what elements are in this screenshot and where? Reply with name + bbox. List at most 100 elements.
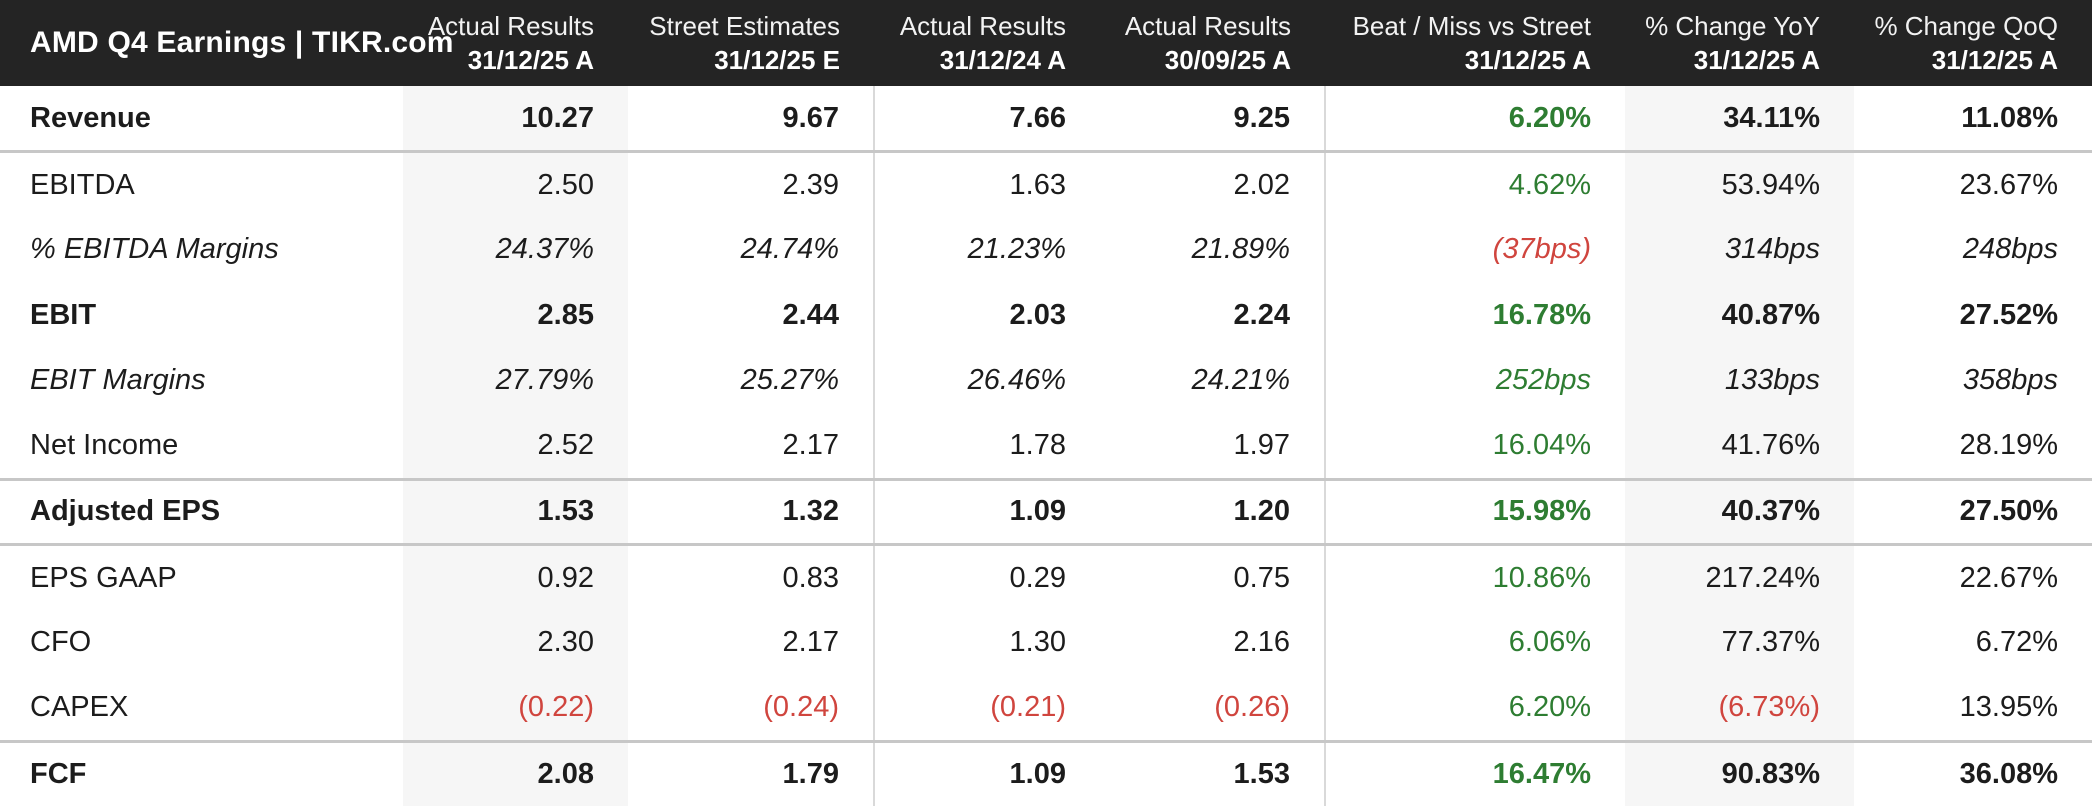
table-cell: 6.20% <box>1324 86 1625 152</box>
table-cell: 24.74% <box>740 233 839 266</box>
page-title: AMD Q4 Earnings | TIKR.com <box>30 26 454 59</box>
table-cell: (0.22) <box>403 675 628 741</box>
table-cell: 248bps <box>1962 233 2058 266</box>
table-cell: 252bps <box>1324 348 1625 414</box>
table-cell: 2.02 <box>1100 150 1325 217</box>
table-row-net-income: Net Income 2.52 2.17 1.78 1.97 16.04% 41… <box>0 413 2092 479</box>
table-row-capex: CAPEX (0.22) (0.24) (0.21) (0.26) 6.20% … <box>0 675 2092 741</box>
table-cell: 24.37% <box>403 217 628 283</box>
table-cell: 4.62% <box>1324 150 1625 217</box>
table-cell: 13.95% <box>1959 691 2058 723</box>
table-row-ebitda-margins: % EBITDA Margins 24.37% 24.74% 21.23% 21… <box>0 217 2092 283</box>
table-cell: (0.26) <box>1214 691 1290 723</box>
table-cell: 22.67% <box>1854 543 2092 610</box>
table-cell: 2.50 <box>403 150 628 217</box>
table-cell: (0.24) <box>763 691 839 723</box>
table-cell: 41.76% <box>1625 413 1854 479</box>
table-cell: 21.89% <box>1191 233 1290 266</box>
table-cell: 2.85 <box>403 282 628 348</box>
table-row-revenue: Revenue 10.27 9.67 7.66 9.25 6.20% 34.11… <box>0 86 2092 152</box>
table-cell: 27.50% <box>1854 477 2092 545</box>
table-cell: 9.67 <box>782 101 839 134</box>
table-cell: 25.27% <box>740 364 839 397</box>
table-cell: 40.87% <box>1625 282 1854 348</box>
table-cell: 21.23% <box>873 217 1100 283</box>
table-cell: 2.24 <box>1233 298 1290 331</box>
row-label: EBIT <box>30 298 97 331</box>
column-header-date: 31/12/25 A <box>1693 45 1820 75</box>
column-header-actual-prior-year: Actual Results 31/12/24 A <box>874 0 1100 86</box>
row-label: CAPEX <box>30 691 129 723</box>
header-row: AMD Q4 Earnings | TIKR.com Actual Result… <box>0 0 2092 86</box>
table-row-eps-gaap: EPS GAAP 0.92 0.83 0.29 0.75 10.86% 217.… <box>0 543 2092 610</box>
table-row-ebit-margins: EBIT Margins 27.79% 25.27% 26.46% 24.21%… <box>0 348 2092 414</box>
row-label: FCF <box>0 739 403 806</box>
column-header-date: 31/12/25 E <box>714 45 840 75</box>
table-body: Revenue 10.27 9.67 7.66 9.25 6.20% 34.11… <box>0 86 2092 806</box>
table-cell: 1.53 <box>1100 739 1325 806</box>
table-cell: 1.53 <box>403 477 628 545</box>
table-cell: (0.21) <box>873 675 1100 741</box>
table-cell: 16.78% <box>1324 282 1625 348</box>
table-cell: (37bps) <box>1324 217 1625 283</box>
table-cell: 6.20% <box>1324 675 1625 741</box>
column-header-label: Street Estimates <box>649 10 840 41</box>
table-cell: 358bps <box>1962 364 2058 397</box>
table-cell: 10.27 <box>403 86 628 152</box>
table-cell: 27.79% <box>403 348 628 414</box>
table-cell: (6.73%) <box>1625 675 1854 741</box>
table-cell: 27.52% <box>1959 298 2058 331</box>
column-header-street-estimates: Street Estimates 31/12/25 E <box>628 0 874 86</box>
table-cell: 2.08 <box>403 739 628 806</box>
column-header-date: 31/12/24 A <box>939 45 1066 75</box>
column-header-change-qoq: % Change QoQ 31/12/25 A <box>1854 0 2092 86</box>
table-cell: 6.06% <box>1324 610 1625 676</box>
table-cell: 1.78 <box>873 413 1100 479</box>
table-cell: 2.52 <box>403 413 628 479</box>
table-cell: 0.75 <box>1100 543 1325 610</box>
table-cell: 16.04% <box>1324 413 1625 479</box>
table-row-cfo: CFO 2.30 2.17 1.30 2.16 6.06% 77.37% 6.7… <box>0 610 2092 676</box>
table-cell: 10.86% <box>1324 543 1625 610</box>
table-cell: 24.21% <box>1191 364 1290 397</box>
table-cell: 34.11% <box>1625 86 1854 152</box>
table-row-ebit: EBIT 2.85 2.44 2.03 2.24 16.78% 40.87% 2… <box>0 282 2092 348</box>
table-row-fcf: FCF 2.08 1.79 1.09 1.53 16.47% 90.83% 36… <box>0 739 2092 806</box>
table-row-ebitda: EBITDA 2.50 2.39 1.63 2.02 4.62% 53.94% … <box>0 150 2092 217</box>
table-cell: 36.08% <box>1854 739 2092 806</box>
table-cell: 2.17 <box>782 429 839 461</box>
row-label: % EBITDA Margins <box>30 233 279 266</box>
table-cell: 1.63 <box>873 150 1100 217</box>
table-cell: 2.03 <box>873 282 1100 348</box>
table-cell: 90.83% <box>1625 739 1854 806</box>
column-header-label: % Change QoQ <box>1874 10 2058 41</box>
table-cell: 77.37% <box>1625 610 1854 676</box>
column-header-date: 30/09/25 A <box>1164 45 1291 75</box>
table-cell: 0.29 <box>873 543 1100 610</box>
column-header-actual-prior-quarter: Actual Results 30/09/25 A <box>1100 0 1325 86</box>
table-cell: 16.47% <box>1324 739 1625 806</box>
table-cell: 2.44 <box>782 298 839 331</box>
table-cell: 1.97 <box>1233 429 1290 461</box>
table-cell: 2.39 <box>628 150 874 217</box>
column-header-change-yoy: % Change YoY 31/12/25 A <box>1625 0 1854 86</box>
table-cell: 1.09 <box>873 477 1100 545</box>
row-label: Adjusted EPS <box>0 477 403 545</box>
column-header-date: 31/12/25 A <box>1931 45 2058 75</box>
table-cell: 2.17 <box>782 626 839 659</box>
table-cell: 314bps <box>1625 217 1854 283</box>
table-cell: 217.24% <box>1625 543 1854 610</box>
table-row-adjusted-eps: Adjusted EPS 1.53 1.32 1.09 1.20 15.98% … <box>0 477 2092 545</box>
column-header-label: Actual Results <box>427 10 594 41</box>
table-cell: 2.30 <box>403 610 628 676</box>
column-header-actual-current: Actual Results 31/12/25 A <box>403 0 628 86</box>
row-label: EBIT Margins <box>30 364 206 397</box>
table-cell: 6.72% <box>1975 626 2058 659</box>
column-header-label: Actual Results <box>899 10 1066 41</box>
table-cell: 2.16 <box>1233 626 1290 659</box>
row-label: CFO <box>30 626 92 659</box>
column-header-beat-miss: Beat / Miss vs Street 31/12/25 A <box>1325 0 1625 86</box>
row-label: EPS GAAP <box>0 543 403 610</box>
table-cell: 40.37% <box>1625 477 1854 545</box>
